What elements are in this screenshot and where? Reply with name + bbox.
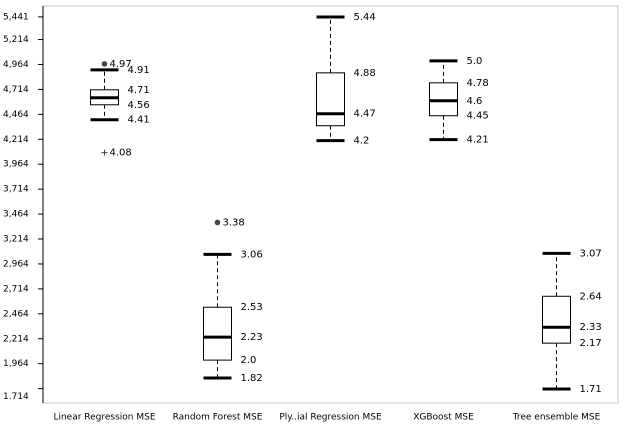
- y-tick-label: 1,964: [3, 359, 29, 369]
- box: [316, 72, 345, 127]
- data-label: 4.91: [128, 65, 150, 76]
- outlier-label: 3.38: [223, 217, 245, 228]
- outlier: [214, 219, 221, 226]
- data-label: 2.64: [580, 291, 602, 302]
- y-tick-label: 4,464: [3, 110, 29, 120]
- outlier-label: 4.08: [110, 148, 132, 159]
- data-label: 2.17: [580, 338, 602, 349]
- outlier: [101, 61, 108, 67]
- box: [542, 295, 571, 344]
- data-label: 5.0: [467, 56, 483, 67]
- data-label: 4.56: [128, 100, 150, 111]
- data-label: 4.45: [467, 111, 489, 122]
- y-tick-label: 4,714: [3, 85, 29, 95]
- data-label: 4.21: [467, 135, 489, 146]
- x-tick-label: Ply..ial Regression MSE: [279, 413, 382, 423]
- y-tick-label: 3,464: [3, 210, 29, 220]
- y-tick-label: 3,214: [3, 235, 29, 245]
- y-tick-label: 2,214: [3, 334, 29, 344]
- y-tick-label: 5,214: [3, 35, 29, 45]
- data-label: 4.71: [128, 85, 150, 96]
- x-tick-label: Linear Regression MSE: [53, 413, 155, 423]
- data-label: 5.44: [354, 12, 376, 23]
- data-label: 3.07: [580, 248, 602, 259]
- y-tick-label: 4,964: [3, 60, 29, 70]
- y-tick-label: 1.714: [3, 392, 29, 402]
- x-tick-label: XGBoost MSE: [413, 413, 474, 423]
- data-label: 4.47: [354, 109, 376, 120]
- outlier-label: 4.97: [110, 59, 132, 70]
- data-label: 2.33: [580, 322, 602, 333]
- data-label: 2.53: [241, 302, 263, 313]
- x-tick-label: Random Forest MSE: [173, 413, 263, 423]
- data-label: 2.23: [241, 332, 263, 343]
- y-tick-label: 2,464: [3, 309, 29, 319]
- y-tick-label: 5,441: [3, 12, 29, 22]
- data-label: 4.88: [354, 68, 376, 79]
- y-tick-label: 3,964: [3, 160, 29, 170]
- data-label: 4.6: [467, 96, 483, 107]
- data-label: 4.78: [467, 78, 489, 89]
- data-label: 1.71: [580, 384, 602, 395]
- y-tick-label: 3,714: [3, 185, 29, 195]
- box: [203, 306, 232, 361]
- y-tick-label: 4,214: [3, 135, 29, 145]
- outlier: [101, 149, 108, 156]
- data-label: 1.82: [241, 373, 263, 384]
- data-label: 4.2: [354, 136, 370, 147]
- y-tick-label: 2,714: [3, 284, 29, 294]
- y-tick-label: 2,964: [3, 259, 29, 269]
- data-label: 4.41: [128, 115, 150, 126]
- x-tick-label: Tree ensemble MSE: [512, 413, 601, 423]
- data-label: 2.0: [241, 355, 257, 366]
- data-label: 3.06: [241, 249, 263, 260]
